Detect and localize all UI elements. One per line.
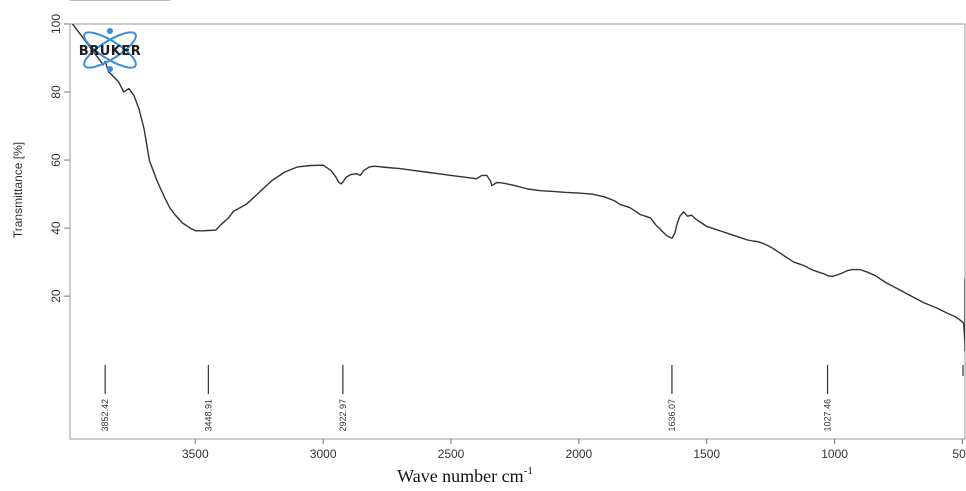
logo-text: BRUKER xyxy=(79,44,141,59)
y-axis: 100 80 60 40 20 xyxy=(49,14,70,303)
peak-label: 3448.91 xyxy=(203,399,213,432)
y-tick-label: 100 xyxy=(49,14,63,34)
logo-dot-bottom xyxy=(107,66,113,72)
peak-label: 1636.07 xyxy=(667,399,677,432)
logo-orbit-2 xyxy=(83,31,137,69)
peak-label: 3852.42 xyxy=(100,399,110,432)
x-tick-label: 3500 xyxy=(182,447,209,461)
logo-orbit-1 xyxy=(83,31,137,69)
peak-label: 2922.97 xyxy=(338,399,348,432)
x-axis-label: Wave number cm-1 xyxy=(397,465,533,486)
bruker-logo: BRUKER xyxy=(79,28,141,72)
peak-label: 1027.46 xyxy=(823,399,833,432)
x-tick-label: 1500 xyxy=(693,447,720,461)
x-axis-label-main: Wave number cm xyxy=(397,466,524,486)
logo-dot-top xyxy=(107,28,113,34)
x-axis-label-superscript: -1 xyxy=(524,465,533,477)
x-axis: 3500 3000 2500 2000 1500 1000 500 xyxy=(182,439,966,461)
y-tick-label: 60 xyxy=(49,153,63,167)
y-tick-label: 40 xyxy=(49,221,63,235)
spectrum-series-line xyxy=(71,24,965,352)
x-tick-label: 3000 xyxy=(310,447,337,461)
x-tick-label: 500 xyxy=(952,447,966,461)
plot-frame xyxy=(69,23,966,440)
x-tick-label: 1000 xyxy=(821,447,848,461)
y-tick-label: 80 xyxy=(49,85,63,99)
y-axis-label: Transmittance [%] xyxy=(11,142,25,238)
x-tick-label: 2000 xyxy=(566,447,593,461)
peak-markers: 3852.423448.912922.971636.071027.46467.6… xyxy=(100,365,966,432)
y-tick-label: 20 xyxy=(49,289,63,303)
x-tick-label: 2500 xyxy=(438,447,465,461)
cropped-header-fragment xyxy=(70,0,170,1)
